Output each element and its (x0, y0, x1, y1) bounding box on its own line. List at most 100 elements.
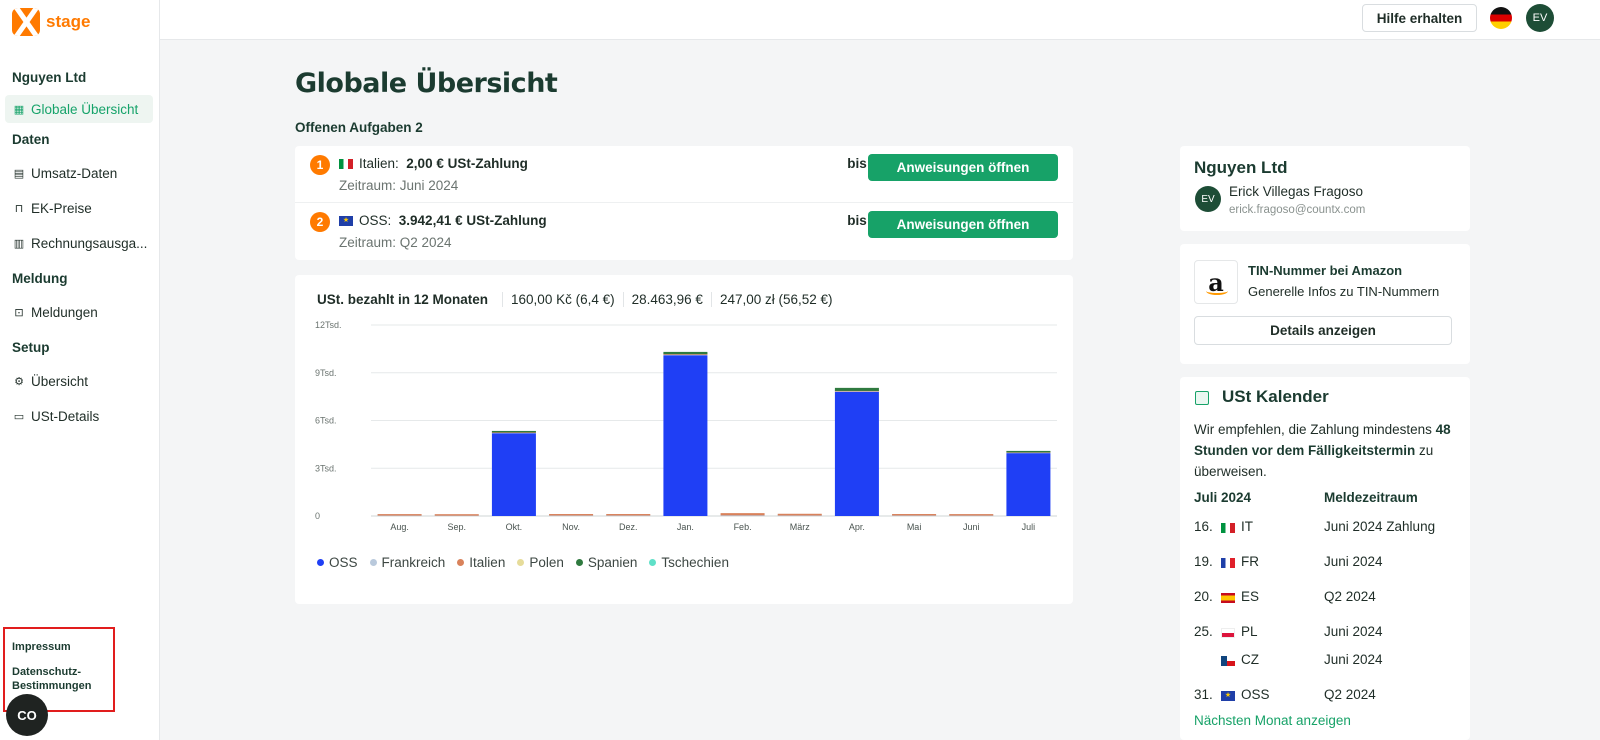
chart-bar-segment (892, 514, 937, 516)
calendar-period: Juni 2024 (1324, 624, 1383, 639)
amazon-card-title: TIN-Nummer bei Amazon (1248, 263, 1403, 278)
task-amount: 3.942,41 € USt-Zahlung (398, 213, 547, 228)
chart-xtick-label: Juli (1022, 522, 1036, 532)
grid-icon: ▦ (13, 103, 25, 116)
chart-ytick-label: 12Tsd. (315, 320, 342, 330)
de-flag-icon[interactable] (1490, 7, 1512, 29)
sidebar-item-ek-preise[interactable]: ⊓ EK-Preise (5, 194, 153, 222)
task-period: Zeitraum: Juni 2024 (339, 178, 459, 193)
calendar-period: Juni 2024 Zahlung (1324, 519, 1436, 534)
next-month-link[interactable]: Nächsten Monat anzeigen (1194, 713, 1351, 728)
task-title: Italien: 2,00 € USt-Zahlung (359, 156, 528, 171)
sidebar-item-rechnungsausgabe[interactable]: ▥ Rechnungsausga... (5, 229, 153, 257)
poland-flag-icon (1221, 628, 1235, 638)
chart-ytick-label: 3Tsd. (315, 463, 337, 473)
legend-item[interactable]: Tschechien (649, 555, 729, 570)
calendar-country-code: IT (1241, 519, 1253, 534)
calendar-row: 16. IT Juni 2024 Zahlung (1194, 519, 1462, 539)
calendar-period: Juni 2024 (1324, 652, 1383, 667)
org-user-name: Erick Villegas Fragoso (1229, 184, 1364, 199)
open-instructions-button[interactable]: Anweisungen öffnen (868, 154, 1058, 181)
sidebar-item-label: Meldungen (31, 304, 98, 320)
chat-launcher-button[interactable]: CO (6, 694, 48, 736)
org-card: Nguyen Ltd EV Erick Villegas Fragoso eri… (1180, 146, 1470, 231)
legend-dot-icon (517, 559, 525, 566)
bag-icon: ⊓ (14, 202, 24, 215)
sidebar-section-daten: Daten (12, 132, 50, 147)
vat-bar-chart: 0 3Tsd. 6Tsd. 9Tsd. 12Tsd. Aug. Sep. Okt. Nov. De… (315, 320, 1057, 532)
user-avatar[interactable]: EV (1526, 4, 1554, 32)
chart-bar-segment (491, 433, 536, 516)
legend-label: Polen (529, 555, 564, 570)
calendar-day: 31. (1194, 687, 1213, 702)
legend-dot-icon (317, 559, 324, 566)
calendar-period: Juni 2024 (1324, 554, 1383, 569)
calendar-day: 20. (1194, 589, 1213, 604)
gear-icon: ⚙ (14, 375, 24, 388)
sidebar-section-setup: Setup (12, 340, 50, 355)
legend-label: Spanien (587, 555, 638, 570)
calendar-country-code: PL (1241, 624, 1258, 639)
task-number-badge: 1 (310, 155, 330, 175)
logo-text: stage (46, 12, 91, 31)
calendar-month-header: Juli 2024 (1194, 490, 1252, 505)
legend-item[interactable]: Polen (517, 555, 564, 570)
chart-legend: OSS Frankreich Italien Polen Spanien Tschechi… (317, 555, 729, 570)
impressum-link[interactable]: Impressum (12, 641, 71, 653)
sidebar-item-umsatz-daten[interactable]: ▤ Umsatz-Daten (5, 159, 153, 187)
task-title: OSS: 3.942,41 € USt-Zahlung (359, 213, 547, 228)
chart-xtick-label: März (790, 522, 810, 532)
chart-stat: 160,00 Kč (6,4 €) (502, 292, 623, 307)
page-title: Globale Übersicht (295, 68, 558, 99)
sidebar-item-globale-uebersicht[interactable]: ▦ Globale Übersicht (5, 95, 153, 123)
calendar-row: 31. ★ OSS Q2 2024 (1194, 687, 1462, 707)
chart-title: USt. bezahlt in 12 Monaten (317, 292, 489, 307)
chart-xtick-label: Sep. (447, 522, 466, 532)
sidebar-item-meldungen[interactable]: ⊡ Meldungen (5, 298, 153, 326)
sidebar-item-ust-details[interactable]: ▭ USt-Details (5, 402, 153, 430)
logo[interactable]: stage (12, 8, 90, 36)
tasks-heading: Offenen Aufgaben 2 (295, 120, 423, 135)
calendar-desc-prefix: Wir empfehlen, die Zahlung mindestens (1194, 422, 1436, 437)
folder-icon: ▭ (13, 410, 25, 423)
help-button[interactable]: Hilfe erhalten (1362, 4, 1477, 32)
task-country: OSS: (359, 213, 392, 228)
document-icon: ▤ (13, 167, 25, 180)
task-row: 1 Italien: 2,00 € USt-Zahlung Zeitraum: … (295, 146, 1073, 203)
calendar-country-code: OSS (1241, 687, 1270, 702)
org-card-name: Nguyen Ltd (1194, 158, 1288, 177)
sidebar-item-label: EK-Preise (31, 200, 92, 216)
calendar-day: 19. (1194, 554, 1213, 569)
sidebar-item-label: USt-Details (31, 408, 100, 424)
task-number-badge: 2 (310, 212, 330, 232)
datenschutz-link[interactable]: Datenschutz- Bestimmungen (12, 666, 92, 692)
sidebar-section-meldung: Meldung (12, 271, 68, 286)
open-instructions-button[interactable]: Anweisungen öffnen (868, 211, 1058, 238)
legend-item[interactable]: Frankreich (369, 555, 445, 570)
calendar-row: CZ Juni 2024 (1194, 652, 1462, 672)
chart-stat: 28.463,96 € (622, 292, 711, 307)
chart-bar-segment (1006, 450, 1051, 453)
legend-item[interactable]: Spanien (575, 555, 638, 570)
calendar-country-code: CZ (1241, 652, 1259, 667)
footer-links-highlight (3, 627, 115, 712)
legend-item[interactable]: Italien (457, 555, 505, 570)
show-details-button[interactable]: Details anzeigen (1194, 316, 1452, 345)
legend-item[interactable]: OSS (317, 555, 358, 570)
chart-xtick-label: Okt. (506, 522, 523, 532)
chart-bar-segment (949, 514, 994, 516)
org-user-email: erick.fragoso@countx.com (1229, 204, 1366, 216)
amazon-logo-icon: a (1194, 260, 1238, 304)
chart-bar-segment (491, 430, 536, 433)
chart-bar-segment (663, 355, 708, 516)
topbar (160, 0, 1600, 40)
calendar-day: 25. (1194, 624, 1213, 639)
chart-bar-segment (549, 514, 594, 516)
sidebar-item-label: Globale Übersicht (31, 101, 139, 117)
chart-xtick-label: Feb. (734, 522, 752, 532)
chart-ytick-label: 6Tsd. (315, 416, 337, 426)
calendar-day: 16. (1194, 519, 1213, 534)
chart-ytick-label: 0 (315, 511, 320, 521)
sidebar-item-uebersicht[interactable]: ⚙ Übersicht (5, 367, 153, 395)
calendar-desc-suffix: zu überweisen. (1194, 443, 1434, 479)
